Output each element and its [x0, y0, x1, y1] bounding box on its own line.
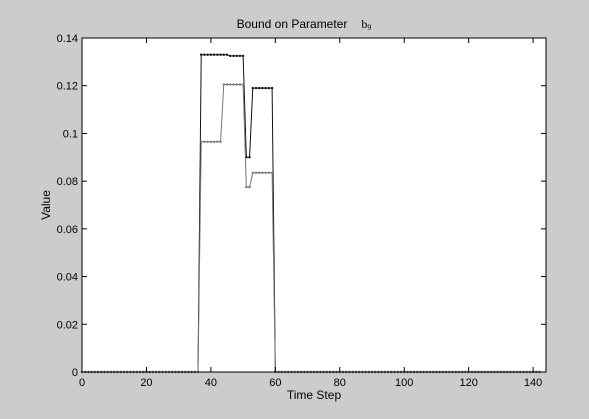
x-tick-label: 140: [524, 377, 542, 389]
y-tick-label: 0.14: [57, 33, 78, 45]
data-point: [203, 53, 206, 56]
axes-box: [81, 37, 547, 373]
data-point: [254, 171, 258, 174]
data-point: [261, 86, 264, 90]
x-tick-label: 0: [79, 377, 85, 389]
data-point: [212, 53, 216, 56]
data-point: [232, 54, 235, 58]
data-point: [216, 53, 219, 56]
x-tick-label: 20: [140, 377, 152, 389]
data-point: [219, 140, 222, 143]
data-point: [248, 156, 251, 159]
chart-title-subscript: 9: [367, 23, 371, 32]
data-point: [232, 83, 235, 86]
ticks-layer: 0 20 40 60 80 100 120 140 0 0.02 0.04 0.06 0.08 0.1 0.…: [57, 33, 546, 389]
data-point: [203, 140, 206, 143]
data-point: [270, 171, 274, 174]
data-point: [258, 86, 261, 90]
y-tick-label: 0.12: [57, 81, 78, 93]
data-point: [235, 54, 238, 58]
data-point: [200, 140, 203, 143]
data-point: [238, 83, 242, 86]
data-point: [212, 140, 216, 143]
data-point: [200, 53, 203, 56]
x-tick-label: 60: [269, 377, 281, 389]
chart-title-text: Bound on Parameter: [237, 17, 348, 31]
data-point: [225, 53, 229, 56]
data-point: [264, 171, 267, 174]
x-axis-label: Time Step: [287, 388, 342, 402]
x-tick-label: 80: [334, 377, 346, 389]
y-axis-label: Value: [39, 190, 53, 220]
data-point: [241, 83, 245, 86]
data-point: [264, 86, 267, 90]
data-point: [209, 53, 213, 56]
x-tick-label: 40: [205, 377, 217, 389]
data-point: [206, 140, 209, 143]
y-tick-label: 0: [72, 367, 78, 379]
data-point: [258, 171, 261, 174]
data-point: [222, 83, 225, 86]
data-point: [245, 185, 248, 189]
data-point: [241, 54, 245, 58]
y-tick-label: 0.06: [57, 224, 78, 236]
data-point: [219, 53, 222, 56]
data-point: [254, 86, 258, 90]
data-point: [267, 171, 271, 174]
data-point: [225, 83, 229, 86]
data-point: [229, 83, 232, 86]
chart-title: Bound on Parameter b9: [237, 17, 372, 32]
y-tick-label: 0.08: [57, 176, 78, 188]
y-tick-label: 0.02: [57, 319, 78, 331]
plot-area: [82, 38, 546, 372]
data-point: [206, 53, 209, 56]
data-point: [209, 140, 213, 143]
data-point: [238, 54, 242, 58]
x-tick-label: 120: [459, 377, 477, 389]
data-point: [270, 86, 274, 90]
data-point: [267, 86, 271, 90]
data-point: [235, 83, 238, 86]
x-tick-label: 100: [395, 377, 413, 389]
chart-title-param: b: [361, 17, 367, 31]
y-tick-label: 0.1: [63, 128, 78, 140]
data-point: [222, 53, 225, 56]
data-point: [261, 171, 264, 174]
data-point: [248, 185, 251, 189]
data-point: [216, 140, 219, 143]
y-tick-label: 0.04: [57, 272, 78, 284]
data-point: [251, 171, 254, 174]
data-point: [251, 86, 254, 90]
data-point: [229, 54, 232, 58]
